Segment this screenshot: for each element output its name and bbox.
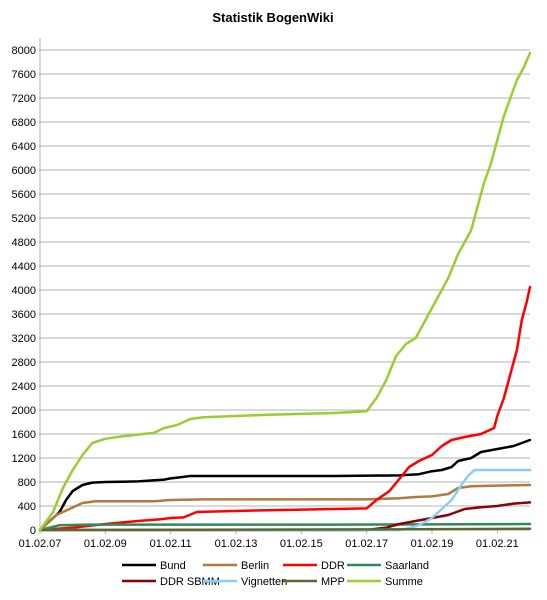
- y-tick-label: 7200: [12, 93, 36, 105]
- y-tick-label: 4400: [12, 261, 36, 273]
- y-tick-label: 400: [18, 501, 36, 513]
- series-line-mpp: [38, 527, 532, 532]
- series-line-bund: [38, 438, 532, 532]
- axis-layer: 0 400 800 1200 1600 2000 2400 2800 3200 3600 4000 4…: [12, 38, 530, 550]
- y-tick-label: 1200: [12, 453, 36, 465]
- x-tick-label: 01.02.17: [345, 538, 388, 550]
- series-line-berlin: [38, 483, 532, 532]
- legend-label: MPP: [321, 576, 345, 588]
- series-line-summe: [38, 51, 532, 532]
- y-tick-label: 800: [18, 477, 36, 489]
- y-tick-label: 2400: [12, 381, 36, 393]
- y-tick-label: 3600: [12, 309, 36, 321]
- legend-label: Vignetten: [241, 576, 287, 588]
- y-tick-label: 2800: [12, 357, 36, 369]
- legend-label: Summe: [385, 576, 423, 588]
- y-tick-label: 3200: [12, 333, 36, 345]
- x-tick-label: 01.02.09: [84, 538, 127, 550]
- legend-label: DDR: [321, 560, 345, 572]
- y-tick-label: 4800: [12, 237, 36, 249]
- legend: Bund Berlin DDR Saarland DDR SBMM Vignetten MP…: [122, 560, 429, 588]
- series-layer: [38, 51, 532, 532]
- y-tick-label: 6000: [12, 165, 36, 177]
- legend-label: Berlin: [241, 560, 269, 572]
- series-line-ddr: [38, 285, 532, 532]
- y-tick-label: 0: [30, 525, 36, 537]
- legend-label: Bund: [160, 560, 186, 572]
- x-tick-label: 01.02.15: [280, 538, 323, 550]
- x-tick-label: 01.02.21: [476, 538, 519, 550]
- legend-label: DDR SBMM: [160, 576, 220, 588]
- chart-title: Statistik BogenWiki: [212, 10, 333, 25]
- y-tick-label: 5200: [12, 213, 36, 225]
- y-tick-label: 8000: [12, 45, 36, 57]
- y-tick-label: 7600: [12, 69, 36, 81]
- series-line-ddr-sbmm: [38, 501, 532, 532]
- y-tick-label: 2000: [12, 405, 36, 417]
- x-tick-label: 01.02.13: [215, 538, 258, 550]
- y-tick-label: 6400: [12, 141, 36, 153]
- x-tick-label: 01.02.19: [411, 538, 454, 550]
- y-tick-label: 6800: [12, 117, 36, 129]
- x-tick-label: 01.02.11: [150, 538, 192, 550]
- grid-layer: [40, 49, 530, 531]
- y-tick-label: 5600: [12, 189, 36, 201]
- series-line-saarland: [38, 522, 532, 532]
- y-tick-label: 4000: [12, 285, 36, 297]
- legend-label: Saarland: [385, 560, 429, 572]
- y-tick-label: 1600: [12, 429, 36, 441]
- x-tick-label: 01.02.07: [19, 538, 62, 550]
